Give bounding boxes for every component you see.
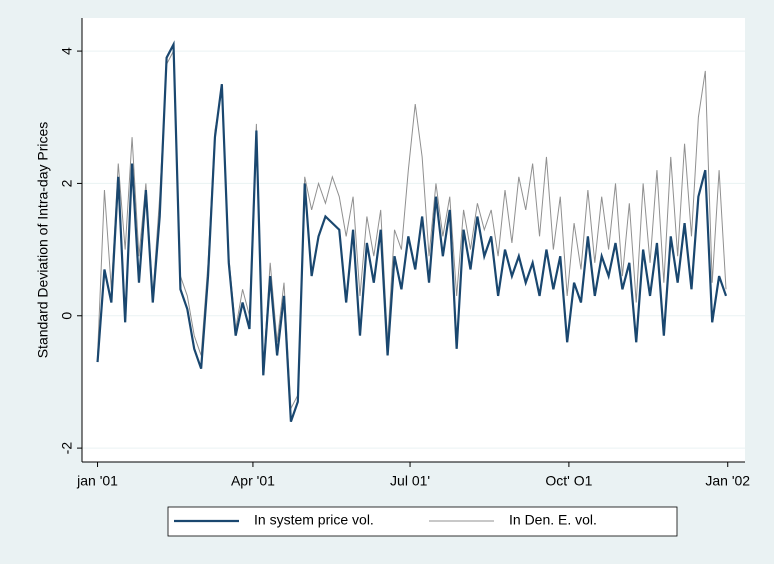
legend: [167, 506, 678, 537]
x-tick-label: Jan '02: [705, 473, 750, 489]
x-tick-label: jan '01: [76, 473, 118, 489]
x-tick-label: Apr '01: [231, 473, 275, 489]
x-tick-label: Jul 01': [390, 473, 430, 489]
y-tick-label: 0: [59, 312, 75, 320]
x-tick-label: Oct' O1: [545, 473, 592, 489]
legend-label: In system price vol.: [254, 512, 374, 528]
y-tick-label: 2: [59, 179, 75, 187]
legend-label: In Den. E. vol.: [509, 512, 597, 528]
y-tick-label: -2: [59, 442, 75, 455]
plot-area: [82, 18, 745, 462]
series-line: [96, 40, 728, 422]
y-tick-label: 4: [59, 47, 75, 55]
y-axis-label: Standard Deviation of Intra-day Prices: [35, 122, 51, 359]
